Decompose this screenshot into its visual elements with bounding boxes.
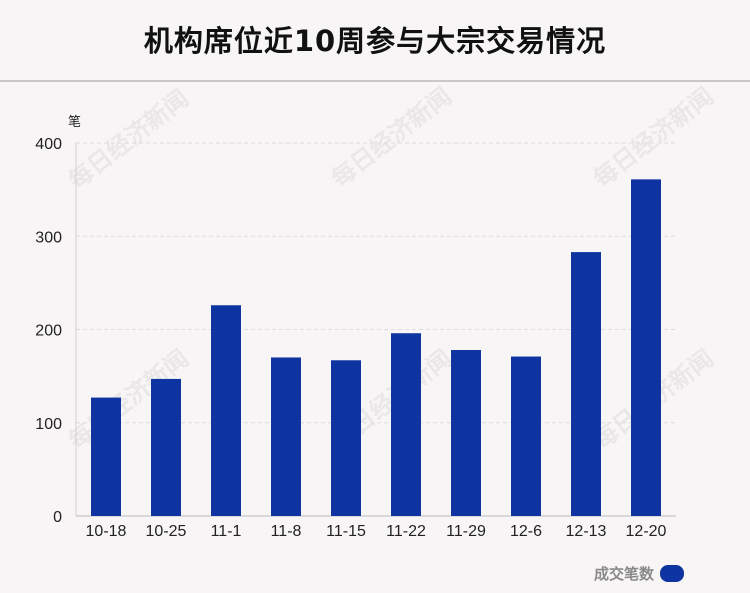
y-tick-label: 300: [35, 229, 62, 246]
bar: [511, 356, 541, 516]
y-axis-label: 笔: [68, 114, 81, 130]
x-tick-label: 11-22: [386, 523, 426, 540]
legend: 成交笔数: [594, 563, 684, 584]
bar: [91, 397, 121, 516]
x-tick-label: 10-18: [86, 523, 127, 540]
x-tick-label: 11-8: [271, 523, 302, 540]
x-tick-label: 10-25: [146, 523, 187, 540]
bar: [391, 333, 421, 516]
chart-title: 机构席位近10周参与大宗交易情况: [143, 24, 607, 58]
bar: [571, 252, 601, 517]
x-tick-label: 12-20: [626, 523, 667, 540]
bar: [271, 357, 301, 516]
x-tick-label: 11-15: [326, 523, 366, 540]
bar: [631, 179, 661, 516]
x-tick-label: 11-1: [211, 523, 242, 540]
title-divider: [0, 80, 750, 82]
bar: [451, 350, 481, 516]
legend-label: 成交笔数: [593, 565, 654, 583]
y-tick-label: 200: [35, 323, 62, 340]
bar: [151, 378, 181, 516]
x-tick-label: 11-29: [446, 523, 486, 540]
bar: [211, 305, 241, 516]
x-tick-label: 12-6: [510, 523, 542, 540]
y-tick-label: 100: [35, 416, 62, 433]
y-tick-label: 0: [53, 509, 62, 526]
x-tick-label: 12-13: [566, 523, 607, 540]
bar: [331, 360, 361, 516]
y-tick-label: 400: [35, 136, 62, 153]
legend-swatch: [660, 565, 684, 582]
